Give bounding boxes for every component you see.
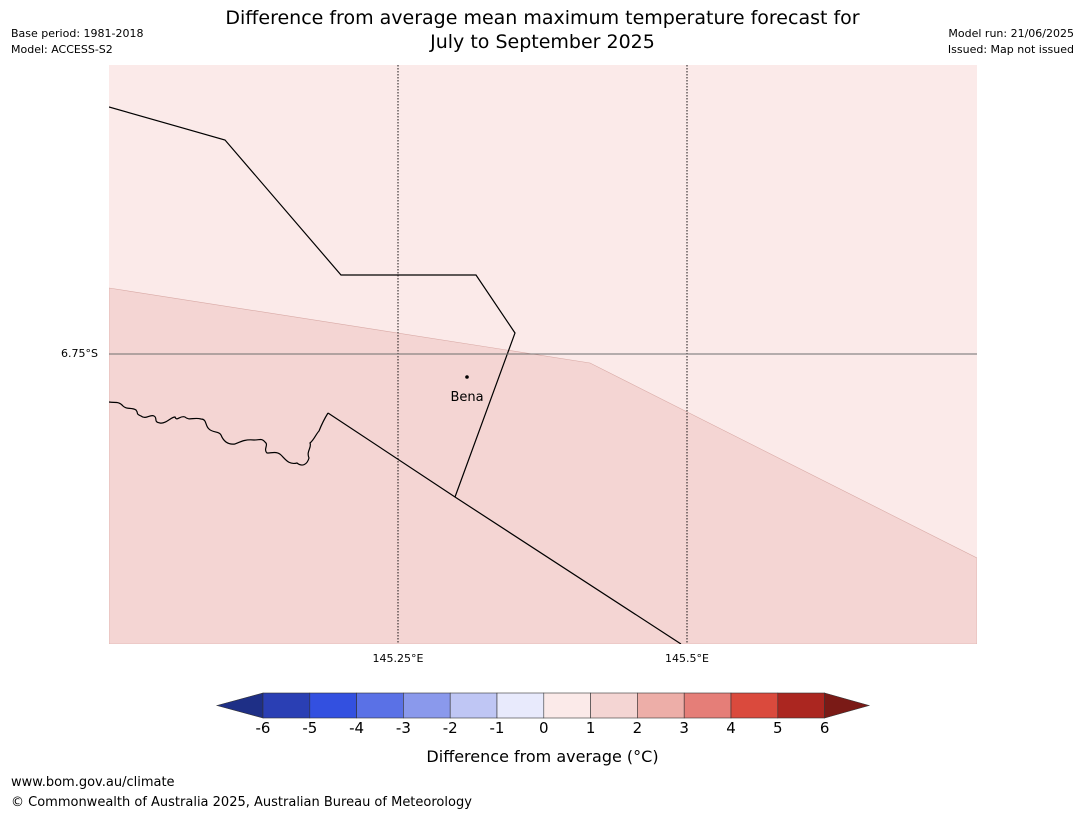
colorbar-tick-label: 0 xyxy=(539,719,549,737)
zone-1-to-2 xyxy=(109,287,977,644)
colorbar-cell xyxy=(356,692,404,719)
title-line-2: July to September 2025 xyxy=(430,31,655,53)
colorbar-tick-label: -3 xyxy=(395,719,411,737)
colorbar-tick-label: 6 xyxy=(819,719,830,737)
base-period-text: Base period: 1981-2018 xyxy=(11,27,144,40)
issued-text: Issued: Map not issued xyxy=(947,43,1074,56)
bena-label: Bena xyxy=(450,390,483,405)
forecast-map: Bena xyxy=(109,65,977,644)
colorbar-label: Difference from average (°C) xyxy=(426,747,659,766)
colorbar-cell xyxy=(496,692,545,719)
colorbar-arrow-low xyxy=(215,692,264,719)
colorbar-cell xyxy=(590,692,638,719)
colorbar-cell xyxy=(683,692,732,719)
coastline xyxy=(109,401,329,466)
footer-url[interactable]: www.bom.gov.au/climate xyxy=(11,775,175,790)
colorbar-cell xyxy=(309,692,357,719)
colorbar-cell xyxy=(543,692,591,719)
colorbar-cell xyxy=(449,692,498,719)
colorbar-arrow-high xyxy=(824,692,871,719)
colorbar-tick-label: 1 xyxy=(585,719,596,737)
longitude-label-145-25: 145.25°E xyxy=(372,652,424,665)
meta-left: Base period: 1981-2018 Model: ACCESS-S2 xyxy=(11,26,143,58)
model-text: Model: ACCESS-S2 xyxy=(11,43,113,56)
meta-right: Model run: 21/06/2025 Issued: Map not is… xyxy=(948,26,1074,58)
colorbar-tick-label: 4 xyxy=(726,719,736,737)
footer-copyright: © Commonwealth of Australia 2025, Austra… xyxy=(11,795,472,810)
colorbar-tick-label: -5 xyxy=(302,719,318,737)
colorbar-tick-label: 2 xyxy=(632,719,643,737)
province-boundary-north xyxy=(109,106,516,498)
bena-marker xyxy=(465,375,469,379)
colorbar xyxy=(215,692,871,719)
colorbar-cell xyxy=(777,692,825,719)
colorbar-cell xyxy=(637,692,685,719)
model-run-text: Model run: 21/06/2025 xyxy=(948,27,1074,40)
colorbar-tick-label: -6 xyxy=(255,719,271,737)
map-title: Difference from average mean maximum tem… xyxy=(0,6,1085,54)
colorbar-tick-label: 5 xyxy=(773,719,783,737)
colorbar-cell xyxy=(403,692,451,719)
colorbar-tick-label: -4 xyxy=(349,719,365,737)
colorbar-tick-label: -1 xyxy=(489,719,505,737)
colorbar-tick-label: 3 xyxy=(679,719,689,737)
latitude-label: 6.75°S xyxy=(61,347,98,360)
colorbar-tick-label: -2 xyxy=(442,719,458,737)
longitude-label-145-5: 145.5°E xyxy=(665,652,709,665)
colorbar-cell xyxy=(262,692,311,719)
province-boundary-south xyxy=(327,412,682,644)
title-line-1: Difference from average mean maximum tem… xyxy=(225,7,860,29)
colorbar-cell xyxy=(730,692,779,719)
